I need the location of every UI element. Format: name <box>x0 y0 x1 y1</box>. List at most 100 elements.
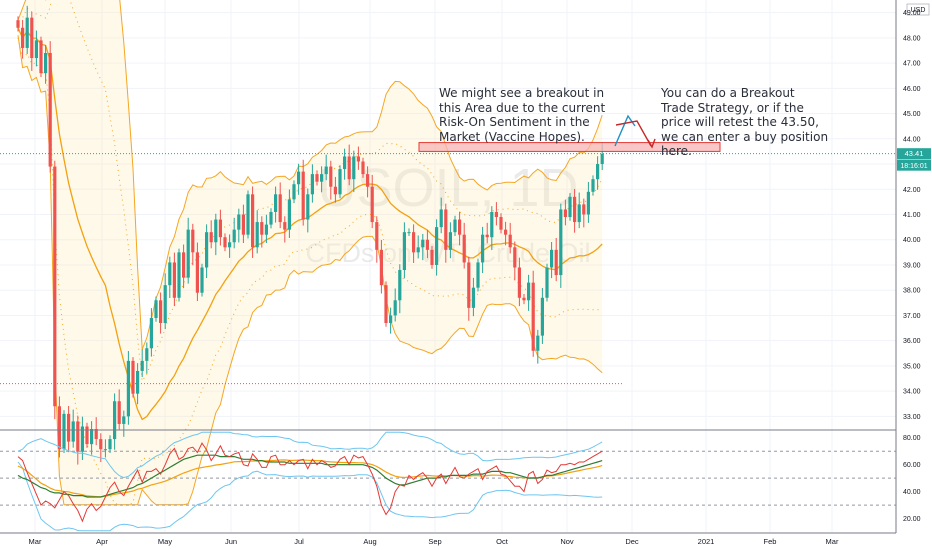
candle-body <box>375 222 379 250</box>
time-tick-label: Jul <box>294 537 304 546</box>
candle-body <box>232 229 236 243</box>
candle-body <box>517 267 521 298</box>
axes[interactable]: USD49.0048.0047.0046.0045.0044.0043.0042… <box>29 0 932 550</box>
candle-body <box>485 234 489 238</box>
candle-body <box>320 174 324 182</box>
candle-body <box>108 439 112 450</box>
price-tick-label: 37.00 <box>903 313 921 320</box>
price-tick-label: 39.00 <box>903 262 921 269</box>
candle-body <box>99 439 103 450</box>
keltner-upper-line <box>18 0 603 383</box>
time-tick-label: Sep <box>428 537 441 546</box>
bollinger-fill <box>18 0 603 505</box>
last-price-badge <box>897 148 931 160</box>
candle-body <box>136 370 140 394</box>
candle-body <box>76 421 80 452</box>
candle-body <box>540 297 544 336</box>
candle-body <box>591 179 595 192</box>
time-tick-label: Oct <box>496 537 509 546</box>
candle-body <box>476 262 480 288</box>
candle-body <box>582 204 586 215</box>
candle-body <box>103 449 107 451</box>
retest-arrow-head <box>647 138 656 149</box>
candle-body <box>297 171 301 185</box>
candle-body <box>53 166 57 407</box>
user-drawings[interactable] <box>418 114 721 152</box>
candle-body <box>596 164 600 180</box>
candle-body <box>458 219 462 235</box>
rsi-band-upper <box>17 431 603 479</box>
candle-body <box>384 285 388 324</box>
countdown-timer: 18:16:01 <box>900 163 927 170</box>
candle-body <box>412 232 416 253</box>
candle-body <box>21 27 25 48</box>
candle-body <box>113 401 117 440</box>
candle-body <box>140 360 144 371</box>
candle-body <box>292 184 296 200</box>
candle-body <box>352 156 356 180</box>
candle-body <box>228 242 232 248</box>
rsi-panel <box>0 429 896 534</box>
candle-body <box>44 52 48 74</box>
time-tick-label: Feb <box>764 537 777 546</box>
candle-body <box>177 252 181 298</box>
currency-label: USD <box>911 7 926 14</box>
candle-body <box>315 174 319 182</box>
candle-body <box>573 196 577 223</box>
price-tick-label: 41.00 <box>903 212 921 219</box>
last-price-value: 43.41 <box>905 149 924 158</box>
candle-body <box>356 156 360 162</box>
candle-body <box>251 194 255 248</box>
grid-lines <box>0 0 896 532</box>
candle-body <box>393 300 397 316</box>
candle-body <box>255 222 259 248</box>
candle-body <box>559 209 563 276</box>
candle-body <box>48 52 52 167</box>
candle-body <box>241 214 245 235</box>
watermark-description: CFDs on WTI Crude Oil <box>305 238 590 268</box>
time-tick-label: Mar <box>29 537 42 546</box>
price-tick-label: 36.00 <box>903 338 921 345</box>
time-tick-label: May <box>158 537 172 546</box>
candle-body <box>577 204 581 223</box>
candle-body <box>347 156 351 180</box>
candle-body <box>439 209 443 228</box>
candlesticks[interactable] <box>16 5 604 465</box>
price-tick-label: 48.00 <box>903 35 921 42</box>
price-tick-label: 34.00 <box>903 389 921 396</box>
candle-body <box>545 267 549 298</box>
candle-body <box>407 232 411 234</box>
rsi-tick-label: 60.00 <box>903 462 921 469</box>
candle-body <box>467 262 471 308</box>
candle-body <box>131 360 135 394</box>
price-axis-background <box>896 0 932 550</box>
time-tick-label: Dec <box>625 537 639 546</box>
candle-body <box>191 229 195 253</box>
candle-body <box>421 239 425 248</box>
candle-body <box>71 421 75 442</box>
candle-body <box>209 232 213 243</box>
breakout-arrow-up <box>614 114 636 147</box>
candle-body <box>370 186 374 223</box>
candle-body <box>287 199 291 230</box>
annotation-breakout-strategy[interactable]: You can do a Breakout Trade Strategy, or… <box>661 86 829 158</box>
candle-body <box>90 429 94 445</box>
price-tick-label: 42.00 <box>903 187 921 194</box>
currency-label-box <box>906 3 930 16</box>
candle-body <box>34 40 38 59</box>
price-tick-label: 33.00 <box>903 414 921 421</box>
candle-body <box>448 232 452 250</box>
candle-body <box>343 156 347 170</box>
candle-body <box>563 209 567 218</box>
candle-body <box>126 360 130 417</box>
rsi-band-lower <box>17 461 603 532</box>
candle-body <box>94 429 98 440</box>
candle-body <box>172 262 176 298</box>
countdown-badge <box>897 159 931 171</box>
price-tick-label: 49.00 <box>903 10 921 17</box>
candle-body <box>586 191 590 215</box>
candle-body <box>536 335 540 351</box>
candle-body <box>269 211 273 225</box>
annotation-breakout-area[interactable]: We might see a breakout in this Area due… <box>439 86 606 144</box>
